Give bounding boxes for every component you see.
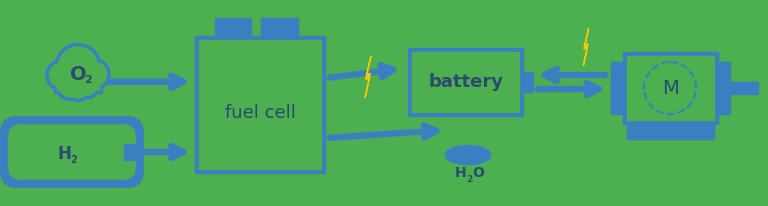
Bar bbox=[57, 74, 99, 90]
Circle shape bbox=[68, 80, 88, 99]
Circle shape bbox=[82, 62, 108, 87]
Bar bbox=[523, 72, 533, 92]
Circle shape bbox=[74, 74, 98, 96]
Bar bbox=[124, 144, 134, 160]
Bar bbox=[627, 124, 713, 134]
Circle shape bbox=[66, 77, 91, 102]
Bar bbox=[261, 18, 298, 41]
Text: H: H bbox=[455, 166, 467, 180]
FancyBboxPatch shape bbox=[1, 117, 143, 187]
Text: O: O bbox=[472, 166, 484, 180]
Polygon shape bbox=[365, 56, 371, 98]
Bar bbox=[412, 52, 519, 112]
Circle shape bbox=[58, 74, 82, 97]
Bar bbox=[623, 52, 717, 124]
Circle shape bbox=[58, 46, 98, 87]
Bar bbox=[717, 62, 730, 114]
FancyBboxPatch shape bbox=[130, 145, 142, 159]
Bar bbox=[611, 62, 623, 114]
Bar bbox=[199, 40, 321, 169]
Text: 2: 2 bbox=[71, 155, 78, 165]
Bar bbox=[408, 48, 523, 116]
Circle shape bbox=[46, 60, 77, 91]
Text: M: M bbox=[661, 78, 678, 97]
Text: 2: 2 bbox=[466, 174, 472, 184]
Bar bbox=[214, 18, 251, 41]
Text: battery: battery bbox=[428, 73, 503, 91]
Bar bbox=[627, 134, 713, 139]
Circle shape bbox=[55, 43, 101, 89]
Circle shape bbox=[79, 59, 110, 90]
Polygon shape bbox=[445, 145, 491, 165]
FancyBboxPatch shape bbox=[9, 125, 135, 179]
Bar bbox=[627, 56, 713, 120]
Circle shape bbox=[48, 63, 74, 88]
Bar bbox=[54, 74, 102, 93]
Text: H: H bbox=[57, 145, 71, 163]
Bar bbox=[195, 36, 325, 173]
Polygon shape bbox=[584, 28, 589, 66]
Text: O: O bbox=[70, 65, 86, 84]
Circle shape bbox=[72, 71, 100, 99]
Bar bbox=[730, 82, 757, 94]
Circle shape bbox=[55, 71, 84, 100]
Text: fuel cell: fuel cell bbox=[224, 103, 296, 122]
Text: 2: 2 bbox=[84, 75, 92, 85]
